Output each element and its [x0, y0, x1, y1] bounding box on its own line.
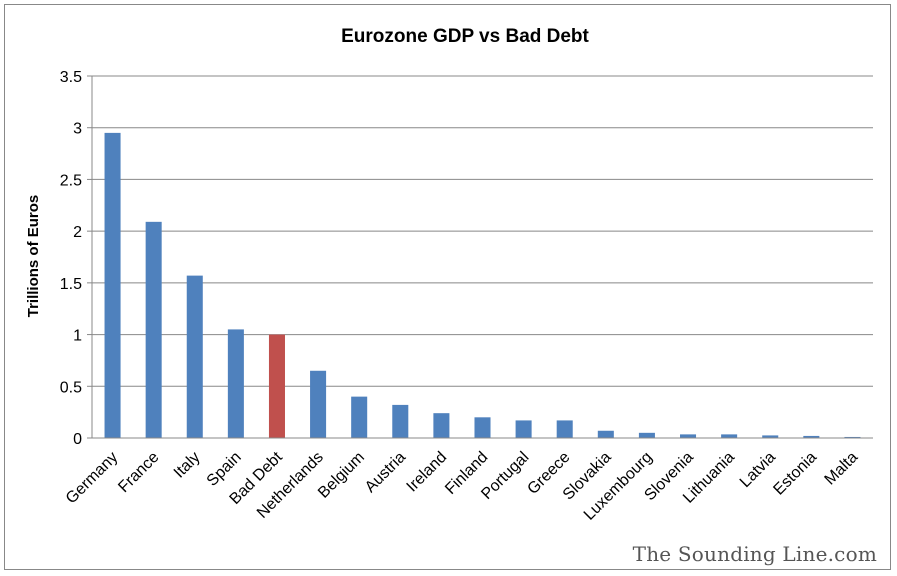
y-tick-label: 0.5: [60, 379, 82, 396]
x-tick-label: Ireland: [404, 449, 451, 496]
gridlines: [92, 75, 873, 387]
bar-estonia: [803, 435, 820, 438]
bar-belgium: [351, 396, 368, 438]
x-tick-label: Malta: [822, 449, 862, 489]
bar-malta: [844, 436, 861, 438]
x-tick-label: Belgium: [315, 449, 368, 502]
y-tick-label: 1.5: [60, 276, 82, 293]
bar-france: [145, 221, 162, 438]
bar-italy: [186, 275, 203, 438]
bar-finland: [474, 417, 491, 438]
y-axis-label: Trillions of Euros: [25, 195, 42, 318]
y-tick-labels: 0 0.5 1 1.5 2 2.5 3 3.5: [60, 69, 82, 448]
y-tick-label: 3.5: [60, 69, 82, 86]
bar-luxembourg: [638, 432, 655, 438]
bar-slovenia: [680, 434, 697, 438]
bar-slovakia: [597, 430, 614, 438]
bar-latvia: [762, 435, 779, 438]
y-tick-label: 3: [73, 121, 82, 138]
bar-spain: [227, 329, 244, 438]
bar-austria: [392, 404, 409, 438]
x-tick-label: Austria: [362, 449, 409, 496]
x-tick-label: Germany: [63, 449, 122, 508]
y-tick-label: 0: [73, 431, 82, 448]
x-tick-label: Estonia: [770, 449, 820, 499]
x-tick-label: Italy: [171, 449, 204, 482]
bars: [104, 132, 861, 438]
y-tick-label: 2.5: [60, 172, 82, 189]
watermark: The Sounding Line.com: [632, 542, 877, 566]
y-tick-label: 1: [73, 328, 82, 345]
bar-bad-debt: [268, 334, 285, 438]
bar-portugal: [515, 420, 532, 438]
y-tick-label: 2: [73, 224, 82, 241]
bar-lithuania: [721, 434, 738, 438]
axes: [87, 75, 873, 439]
x-tick-label: France: [115, 449, 162, 496]
bar-greece: [556, 420, 573, 438]
bar-germany: [104, 132, 121, 438]
chart-title: Eurozone GDP vs Bad Debt: [341, 26, 589, 47]
bar-netherlands: [310, 370, 327, 438]
bar-ireland: [433, 413, 450, 438]
